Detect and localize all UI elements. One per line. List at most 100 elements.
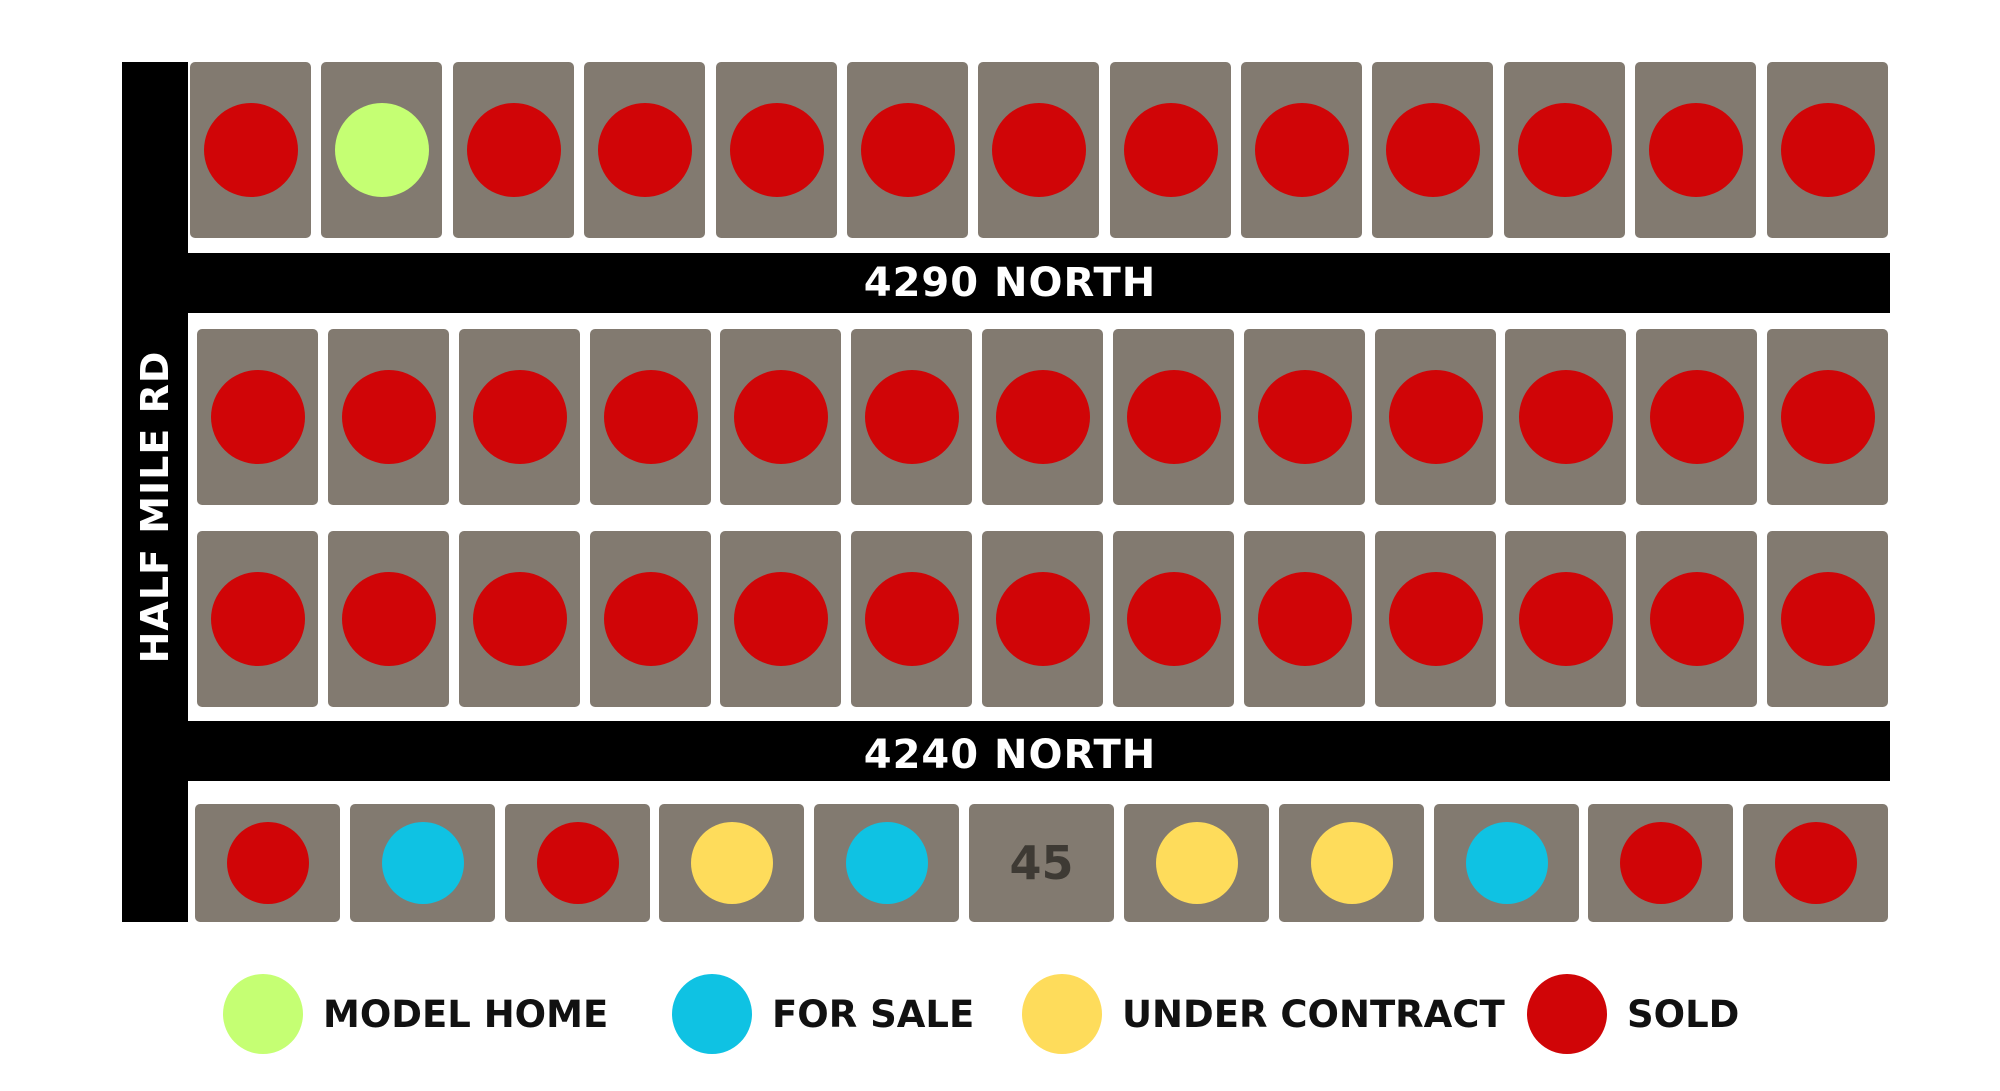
sold-marker [203, 103, 298, 197]
sold-marker [733, 572, 828, 666]
lot-1-10 [1372, 62, 1493, 238]
sold-marker [1254, 103, 1349, 197]
legend-item-model: MODEL HOME [223, 974, 608, 1054]
lot-1-11 [1504, 62, 1625, 238]
sold-marker [1774, 822, 1857, 904]
4290-north-label: 4290 NORTH [863, 260, 1157, 306]
sold-marker [226, 822, 309, 904]
lot-1-7 [978, 62, 1099, 238]
lot-2-11 [1505, 329, 1626, 505]
sold-marker [1517, 103, 1612, 197]
lot-4-10 [1588, 804, 1733, 922]
sold-marker [1518, 370, 1613, 464]
forsale-marker [845, 822, 928, 904]
sold-marker [1780, 103, 1875, 197]
lot-2-9 [1244, 329, 1365, 505]
lot-2-3 [459, 329, 580, 505]
contract-marker [1155, 822, 1238, 904]
sold-marker [472, 370, 567, 464]
lot-2-2 [328, 329, 449, 505]
lot-4-9 [1434, 804, 1579, 922]
sold-marker [597, 103, 692, 197]
sold-marker [1780, 572, 1875, 666]
sold-marker [603, 370, 698, 464]
sold-marker [1780, 370, 1875, 464]
sold-marker [472, 572, 567, 666]
lot-4-1 [195, 804, 340, 922]
sold-marker [603, 572, 698, 666]
lot-4-2 [350, 804, 495, 922]
lot-3-10 [1375, 531, 1496, 707]
legend-item-forsale: FOR SALE [672, 974, 974, 1054]
lot-4-3 [505, 804, 650, 922]
for-sale-swatch [672, 974, 752, 1054]
lot-number-label: 45 [1009, 836, 1074, 890]
lot-1-6 [847, 62, 968, 238]
under-contract-swatch [1022, 974, 1102, 1054]
sold-marker [864, 572, 959, 666]
lot-3-8 [1113, 531, 1234, 707]
sold-marker [1388, 370, 1483, 464]
sold-marker [341, 370, 436, 464]
4240-north-label: 4240 NORTH [863, 732, 1157, 778]
lot-2-13 [1767, 329, 1888, 505]
lot-3-1 [197, 531, 318, 707]
sold-marker [536, 822, 619, 904]
lot-3-12 [1636, 531, 1757, 707]
lot-2-10 [1375, 329, 1496, 505]
lot-3-2 [328, 531, 449, 707]
sold-marker [991, 103, 1086, 197]
lot-4-7 [1124, 804, 1269, 922]
legend-item-contract: UNDER CONTRACT [1022, 974, 1505, 1054]
sold-marker [1257, 572, 1352, 666]
lot-4-8 [1279, 804, 1424, 922]
half-mile-rd-label: HALF MILE RD [133, 350, 177, 664]
4290-north-road [188, 253, 1890, 313]
lot-3-9 [1244, 531, 1365, 707]
lot-3-5 [720, 531, 841, 707]
sold-marker [1126, 572, 1221, 666]
lot-3-6 [851, 531, 972, 707]
legend-label-model: MODEL HOME [323, 992, 609, 1036]
model-home-swatch [223, 974, 303, 1054]
lot-1-9 [1241, 62, 1362, 238]
lot-1-12 [1635, 62, 1756, 238]
4240-north-road [188, 721, 1890, 781]
lot-2-12 [1636, 329, 1757, 505]
legend-item-sold: SOLD [1527, 974, 1739, 1054]
forsale-marker [381, 822, 464, 904]
lot-2-4 [590, 329, 711, 505]
sold-marker [1385, 103, 1480, 197]
lot-4-5 [814, 804, 959, 922]
lot-4-4 [659, 804, 804, 922]
lot-2-1 [197, 329, 318, 505]
legend-label-forsale: FOR SALE [772, 992, 975, 1036]
model-marker [334, 103, 429, 197]
sold-marker [860, 103, 955, 197]
contract-marker [1310, 822, 1393, 904]
sold-marker [995, 370, 1090, 464]
sold-marker [729, 103, 824, 197]
contract-marker [690, 822, 773, 904]
lot-1-3 [453, 62, 574, 238]
lot-4-6: 45 [969, 804, 1114, 922]
sold-marker [1619, 822, 1702, 904]
sold-swatch [1527, 974, 1607, 1054]
lot-3-3 [459, 531, 580, 707]
sold-marker [1257, 370, 1352, 464]
sold-marker [1388, 572, 1483, 666]
sold-marker [341, 572, 436, 666]
sold-marker [1649, 572, 1744, 666]
sold-marker [1123, 103, 1218, 197]
legend-label-contract: UNDER CONTRACT [1122, 992, 1505, 1036]
half-mile-rd-road [122, 62, 188, 922]
sold-marker [1648, 103, 1743, 197]
lot-2-6 [851, 329, 972, 505]
sold-marker [1126, 370, 1221, 464]
lot-1-2 [321, 62, 442, 238]
lot-1-8 [1110, 62, 1231, 238]
forsale-marker [1465, 822, 1548, 904]
lot-3-11 [1505, 531, 1626, 707]
lot-3-4 [590, 531, 711, 707]
